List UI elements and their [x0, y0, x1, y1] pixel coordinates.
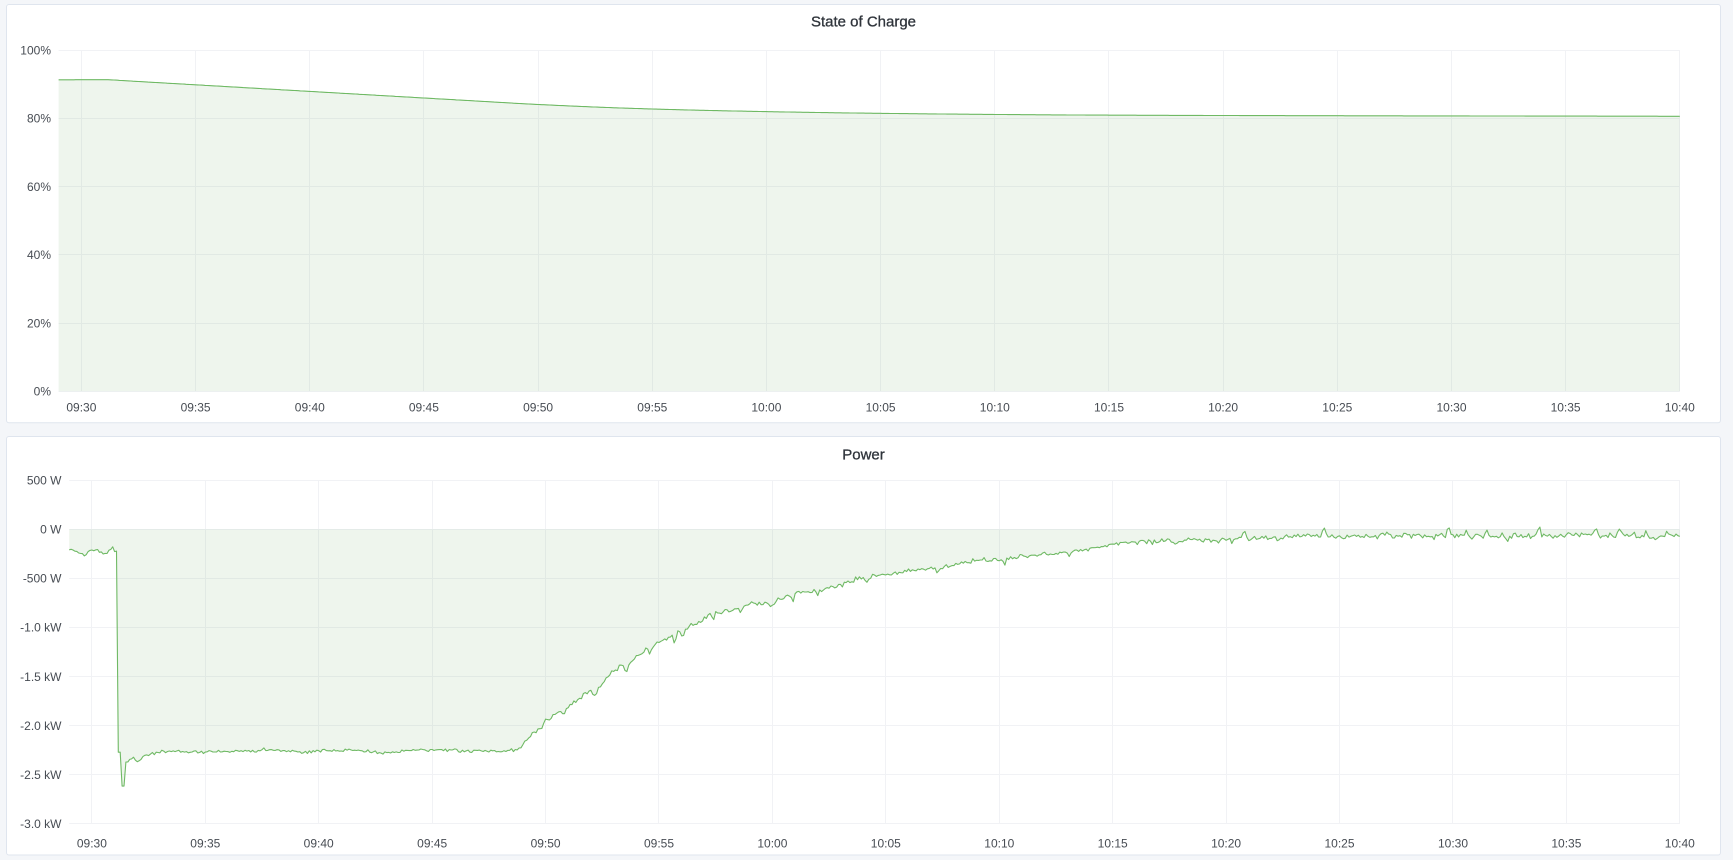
svg-text:-2.5 kW: -2.5 kW [20, 768, 62, 782]
svg-text:80%: 80% [27, 112, 51, 126]
svg-text:10:05: 10:05 [866, 401, 896, 415]
svg-text:10:40: 10:40 [1665, 401, 1695, 415]
svg-text:10:25: 10:25 [1324, 837, 1354, 851]
svg-text:10:40: 10:40 [1665, 837, 1695, 851]
svg-text:09:50: 09:50 [531, 837, 561, 851]
svg-text:60%: 60% [27, 180, 51, 194]
svg-text:10:15: 10:15 [1098, 837, 1128, 851]
svg-text:500 W: 500 W [27, 473, 62, 487]
svg-text:09:55: 09:55 [637, 401, 667, 415]
svg-text:09:35: 09:35 [190, 837, 220, 851]
svg-text:State of Charge: State of Charge [811, 14, 916, 31]
svg-text:-3.0 kW: -3.0 kW [20, 817, 62, 831]
svg-text:10:25: 10:25 [1322, 401, 1352, 415]
svg-text:10:30: 10:30 [1436, 401, 1466, 415]
svg-text:10:30: 10:30 [1438, 837, 1468, 851]
svg-text:09:45: 09:45 [409, 401, 439, 415]
svg-text:10:20: 10:20 [1211, 837, 1241, 851]
svg-text:0%: 0% [34, 385, 52, 399]
svg-text:20%: 20% [27, 316, 51, 330]
svg-text:10:10: 10:10 [984, 837, 1014, 851]
svg-text:10:00: 10:00 [751, 401, 781, 415]
svg-text:Power: Power [842, 447, 885, 464]
svg-text:10:20: 10:20 [1208, 401, 1238, 415]
svg-text:09:30: 09:30 [77, 837, 107, 851]
svg-text:09:45: 09:45 [417, 837, 447, 851]
svg-text:09:40: 09:40 [295, 401, 325, 415]
svg-text:10:05: 10:05 [871, 837, 901, 851]
svg-text:09:35: 09:35 [181, 401, 211, 415]
svg-text:09:55: 09:55 [644, 837, 674, 851]
svg-text:10:35: 10:35 [1551, 837, 1581, 851]
svg-text:-500 W: -500 W [23, 572, 62, 586]
svg-text:09:50: 09:50 [523, 401, 553, 415]
svg-text:-1.5 kW: -1.5 kW [20, 670, 62, 684]
svg-text:100%: 100% [20, 44, 51, 58]
svg-text:09:30: 09:30 [66, 401, 96, 415]
svg-text:09:40: 09:40 [304, 837, 334, 851]
svg-text:-1.0 kW: -1.0 kW [20, 621, 62, 635]
svg-text:-2.0 kW: -2.0 kW [20, 719, 62, 733]
svg-text:10:00: 10:00 [757, 837, 787, 851]
svg-text:10:10: 10:10 [980, 401, 1010, 415]
svg-text:0 W: 0 W [40, 523, 62, 537]
svg-text:10:15: 10:15 [1094, 401, 1124, 415]
svg-text:10:35: 10:35 [1551, 401, 1581, 415]
svg-text:40%: 40% [27, 248, 51, 262]
